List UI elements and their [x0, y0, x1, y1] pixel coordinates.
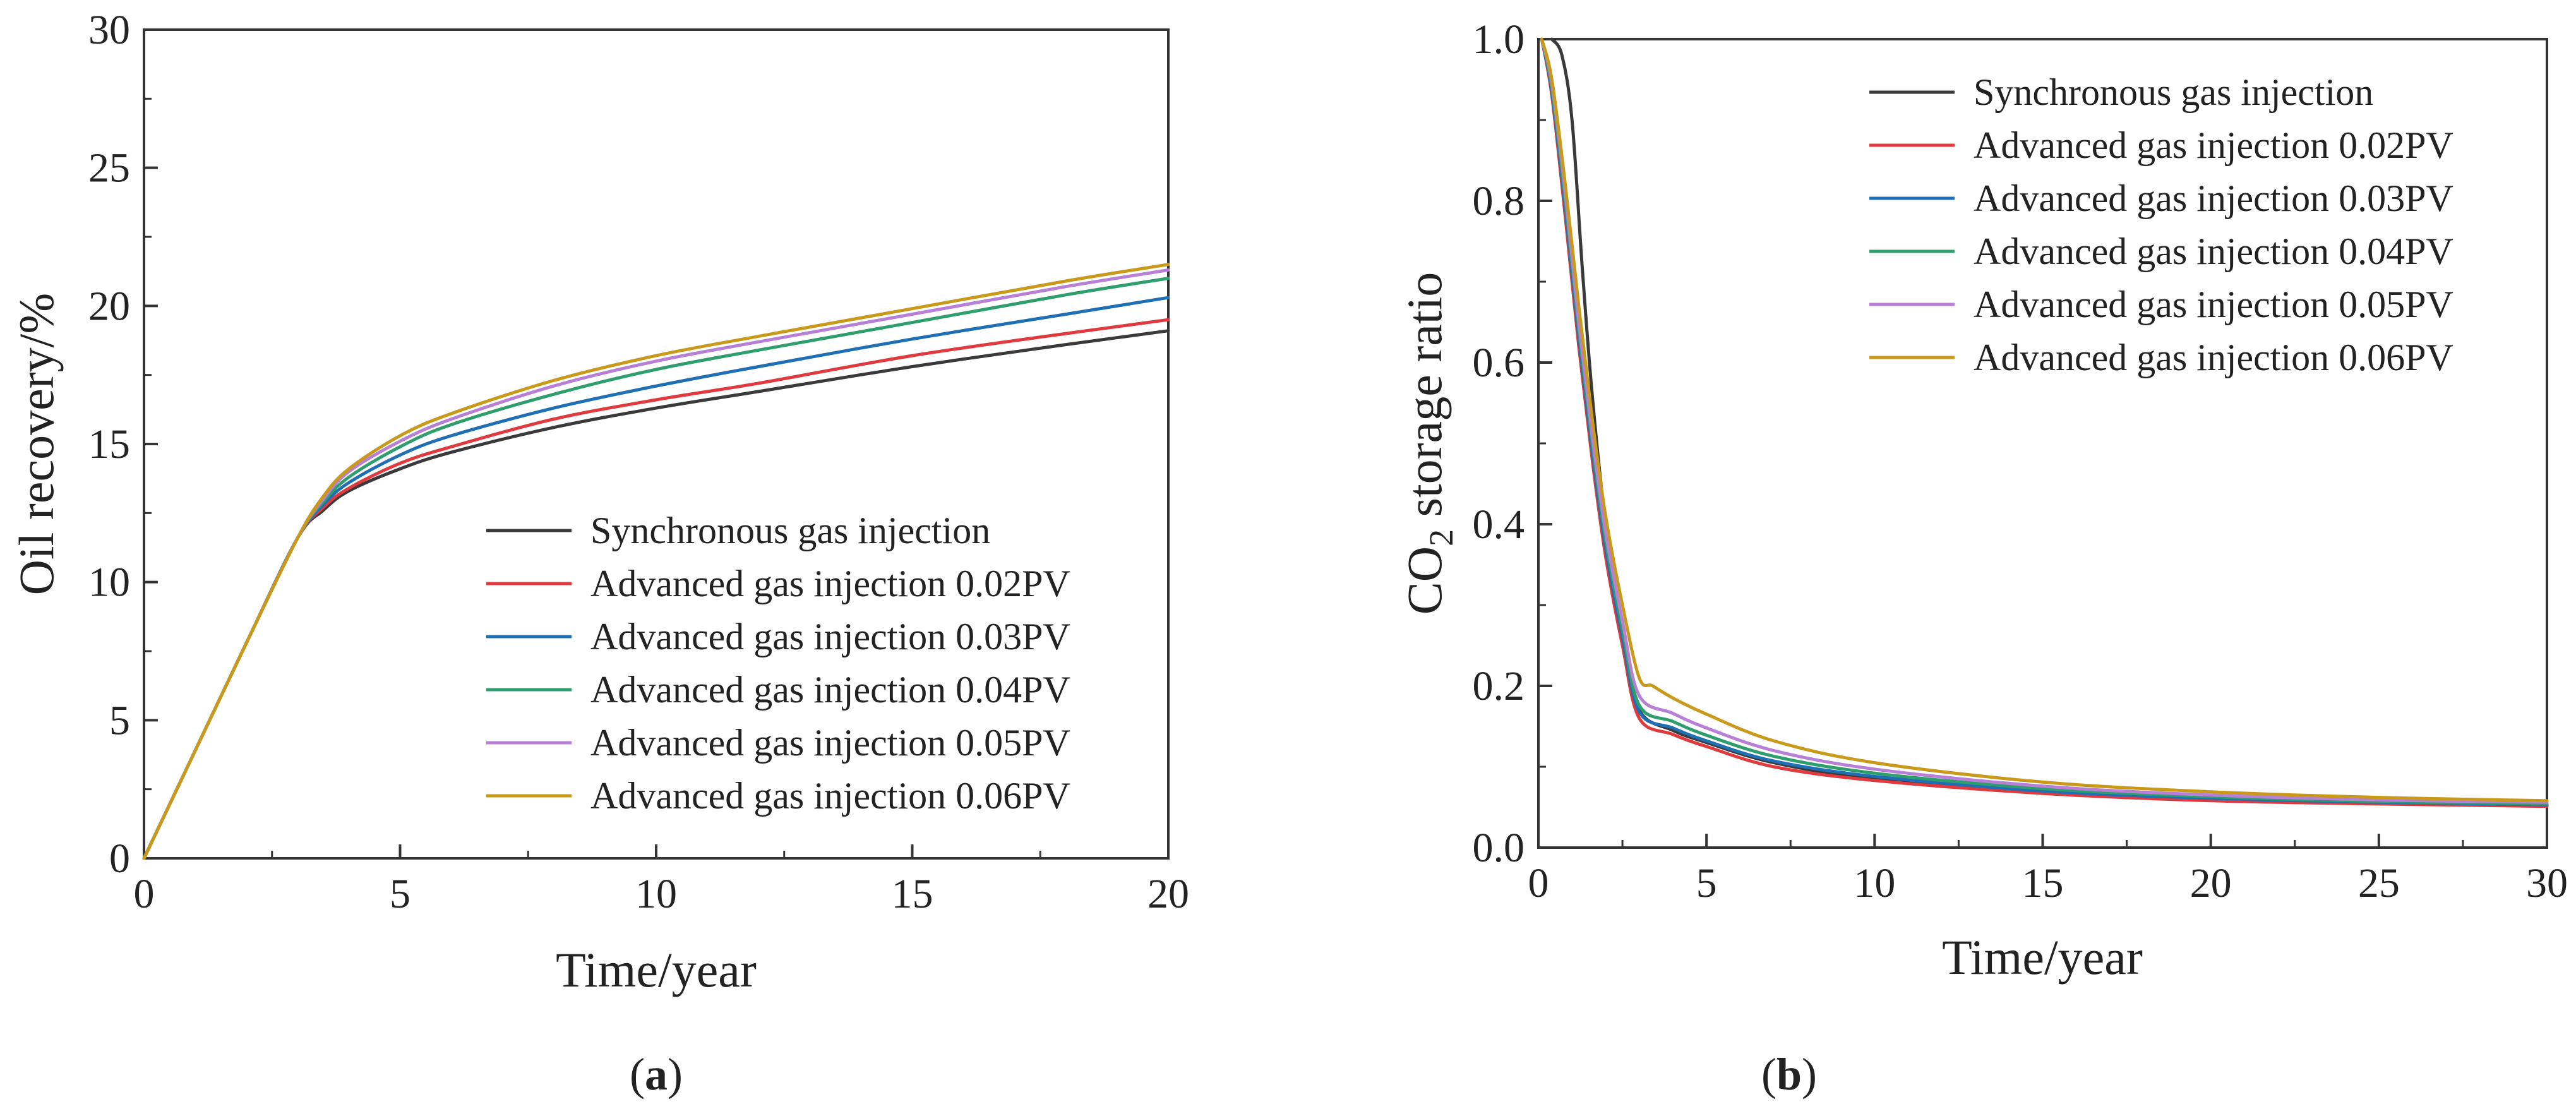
- panel-b-series-lines: [1540, 37, 2549, 808]
- panel-b-y-tick-label: 0.0: [1473, 825, 1525, 871]
- panel-a-legend-label: Advanced gas injection 0.04PV: [590, 669, 1070, 711]
- panel-a-y-tick-label: 25: [88, 145, 130, 191]
- panel-a-y-tick-label: 0: [109, 836, 130, 882]
- panel-a-series-lines: [142, 263, 1170, 860]
- panel-b-x-tick-label: 5: [1696, 860, 1717, 906]
- panel-a-legend-label: Advanced gas injection 0.02PV: [590, 563, 1070, 604]
- panel-a-chart: 0 5 10 15 20 0 5 10 15 20 25 30 Synchronous gas inj…: [9, 7, 1189, 1100]
- panel-b-y-tick-label: 0.4: [1473, 501, 1525, 548]
- panel-b-y-axis-title: CO2 storage ratio: [1397, 272, 1460, 615]
- panel-a-y-tick-label: 5: [109, 697, 130, 743]
- panel-a-x-tick-label: 20: [1147, 871, 1189, 917]
- panel-a-x-tick-label: 5: [390, 871, 410, 917]
- panel-b-label: (b): [1761, 1049, 1817, 1100]
- panel-b-x-axis-title: Time/year: [1942, 930, 2143, 985]
- panel-a-legend: Synchronous gas injection Advanced gas in…: [486, 510, 1070, 817]
- panel-b-legend-label: Advanced gas injection 0.05PV: [1974, 284, 2453, 325]
- panel-b-legend-label: Advanced gas injection 0.03PV: [1974, 177, 2453, 219]
- panel-b-y-tick-label: 0.6: [1473, 340, 1525, 386]
- panel-a-label: (a): [630, 1049, 683, 1100]
- panel-b-y-tick-label: 0.2: [1473, 663, 1525, 709]
- panel-a-x-axis-title: Time/year: [556, 942, 757, 997]
- panel-b-x-tick-label: 20: [2190, 860, 2232, 906]
- panel-a-series-line-5: [142, 263, 1170, 860]
- panel-b-y-tick-label: 0.8: [1473, 178, 1525, 224]
- panel-a-y-tick-label: 20: [88, 283, 130, 329]
- panel-b-x-tick-label: 25: [2358, 860, 2400, 906]
- panel-b-x-tick-label: 0: [1528, 860, 1549, 906]
- panel-b-x-tick-label: 30: [2526, 860, 2568, 906]
- panel-b-series-line-5: [1540, 37, 2549, 803]
- panel-a-legend-label: Synchronous gas injection: [590, 510, 990, 551]
- panel-a-x-tick-label: 15: [892, 871, 933, 917]
- panel-a-ticks: 0 5 10 15 20 0 5 10 15 20 25 30: [88, 7, 1189, 917]
- panel-a-x-tick-label: 10: [635, 871, 677, 917]
- panel-a-y-tick-label: 30: [88, 7, 130, 53]
- panel-b-x-tick-label: 15: [2022, 860, 2064, 906]
- panel-a-y-axis-title: Oil recovery/%: [9, 293, 64, 596]
- panel-b-legend-label: Synchronous gas injection: [1974, 71, 2373, 113]
- panel-b-legend-label: Advanced gas injection 0.06PV: [1974, 337, 2453, 378]
- panel-b-x-tick-label: 10: [1854, 860, 1895, 906]
- panel-a-x-tick-label: 0: [134, 871, 155, 917]
- panel-a-y-tick-label: 10: [88, 560, 130, 606]
- panel-a-y-tick-label: 15: [88, 421, 130, 467]
- panel-b-y-tick-label: 1.0: [1473, 16, 1525, 63]
- panel-b-legend-label: Advanced gas injection 0.04PV: [1974, 231, 2453, 272]
- panel-a-legend-label: Advanced gas injection 0.06PV: [590, 775, 1070, 817]
- panel-a-legend-label: Advanced gas injection 0.03PV: [590, 616, 1070, 657]
- panel-b-legend: Synchronous gas injection Advanced gas in…: [1869, 71, 2453, 378]
- panel-b-chart: 0 5 10 15 20 25 30 0.0 0.2 0.4 0.6 0.8 1.0 Synchrono…: [1397, 16, 2568, 1100]
- panel-b-ticks: 0 5 10 15 20 25 30 0.0 0.2 0.4 0.6 0.8 1.0: [1473, 16, 2568, 906]
- panel-b-legend-label: Advanced gas injection 0.02PV: [1974, 124, 2453, 166]
- panel-a-legend-label: Advanced gas injection 0.05PV: [590, 722, 1070, 764]
